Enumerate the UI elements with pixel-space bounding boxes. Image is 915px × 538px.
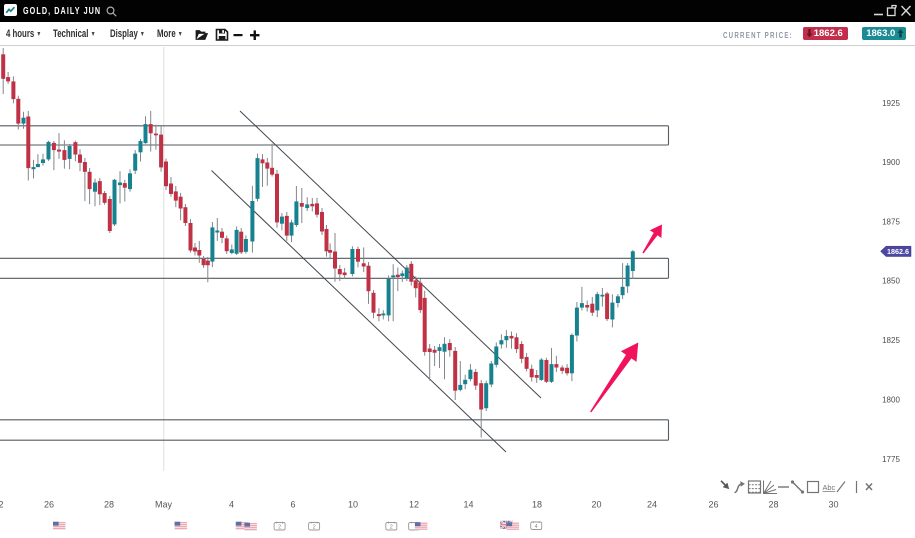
svg-text:20: 20 bbox=[591, 500, 601, 510]
svg-text:6: 6 bbox=[290, 500, 295, 510]
svg-text:30: 30 bbox=[828, 500, 838, 510]
svg-text:12: 12 bbox=[409, 500, 419, 510]
svg-text:1775: 1775 bbox=[882, 455, 900, 464]
svg-text:4: 4 bbox=[229, 500, 234, 510]
svg-text:14: 14 bbox=[463, 500, 473, 510]
svg-text:28: 28 bbox=[104, 500, 114, 510]
svg-text:2: 2 bbox=[278, 524, 281, 530]
svg-text:2: 2 bbox=[390, 524, 393, 530]
svg-text:2: 2 bbox=[0, 500, 4, 510]
svg-text:1900: 1900 bbox=[882, 158, 900, 167]
svg-text:24: 24 bbox=[647, 500, 657, 510]
svg-text:28: 28 bbox=[768, 500, 778, 510]
svg-text:1862.6: 1862.6 bbox=[887, 247, 909, 256]
svg-text:1825: 1825 bbox=[882, 336, 900, 345]
svg-text:Abc: Abc bbox=[823, 483, 836, 492]
svg-text:26: 26 bbox=[44, 500, 54, 510]
svg-text:May: May bbox=[155, 500, 173, 510]
svg-text:4: 4 bbox=[535, 524, 538, 530]
svg-text:2: 2 bbox=[313, 524, 316, 530]
svg-text:10: 10 bbox=[348, 500, 358, 510]
svg-text:1925: 1925 bbox=[882, 99, 900, 108]
svg-text:26: 26 bbox=[708, 500, 718, 510]
svg-text:1800: 1800 bbox=[882, 395, 900, 404]
svg-text:18: 18 bbox=[532, 500, 542, 510]
svg-text:1850: 1850 bbox=[882, 276, 900, 285]
svg-text:1875: 1875 bbox=[882, 217, 900, 226]
